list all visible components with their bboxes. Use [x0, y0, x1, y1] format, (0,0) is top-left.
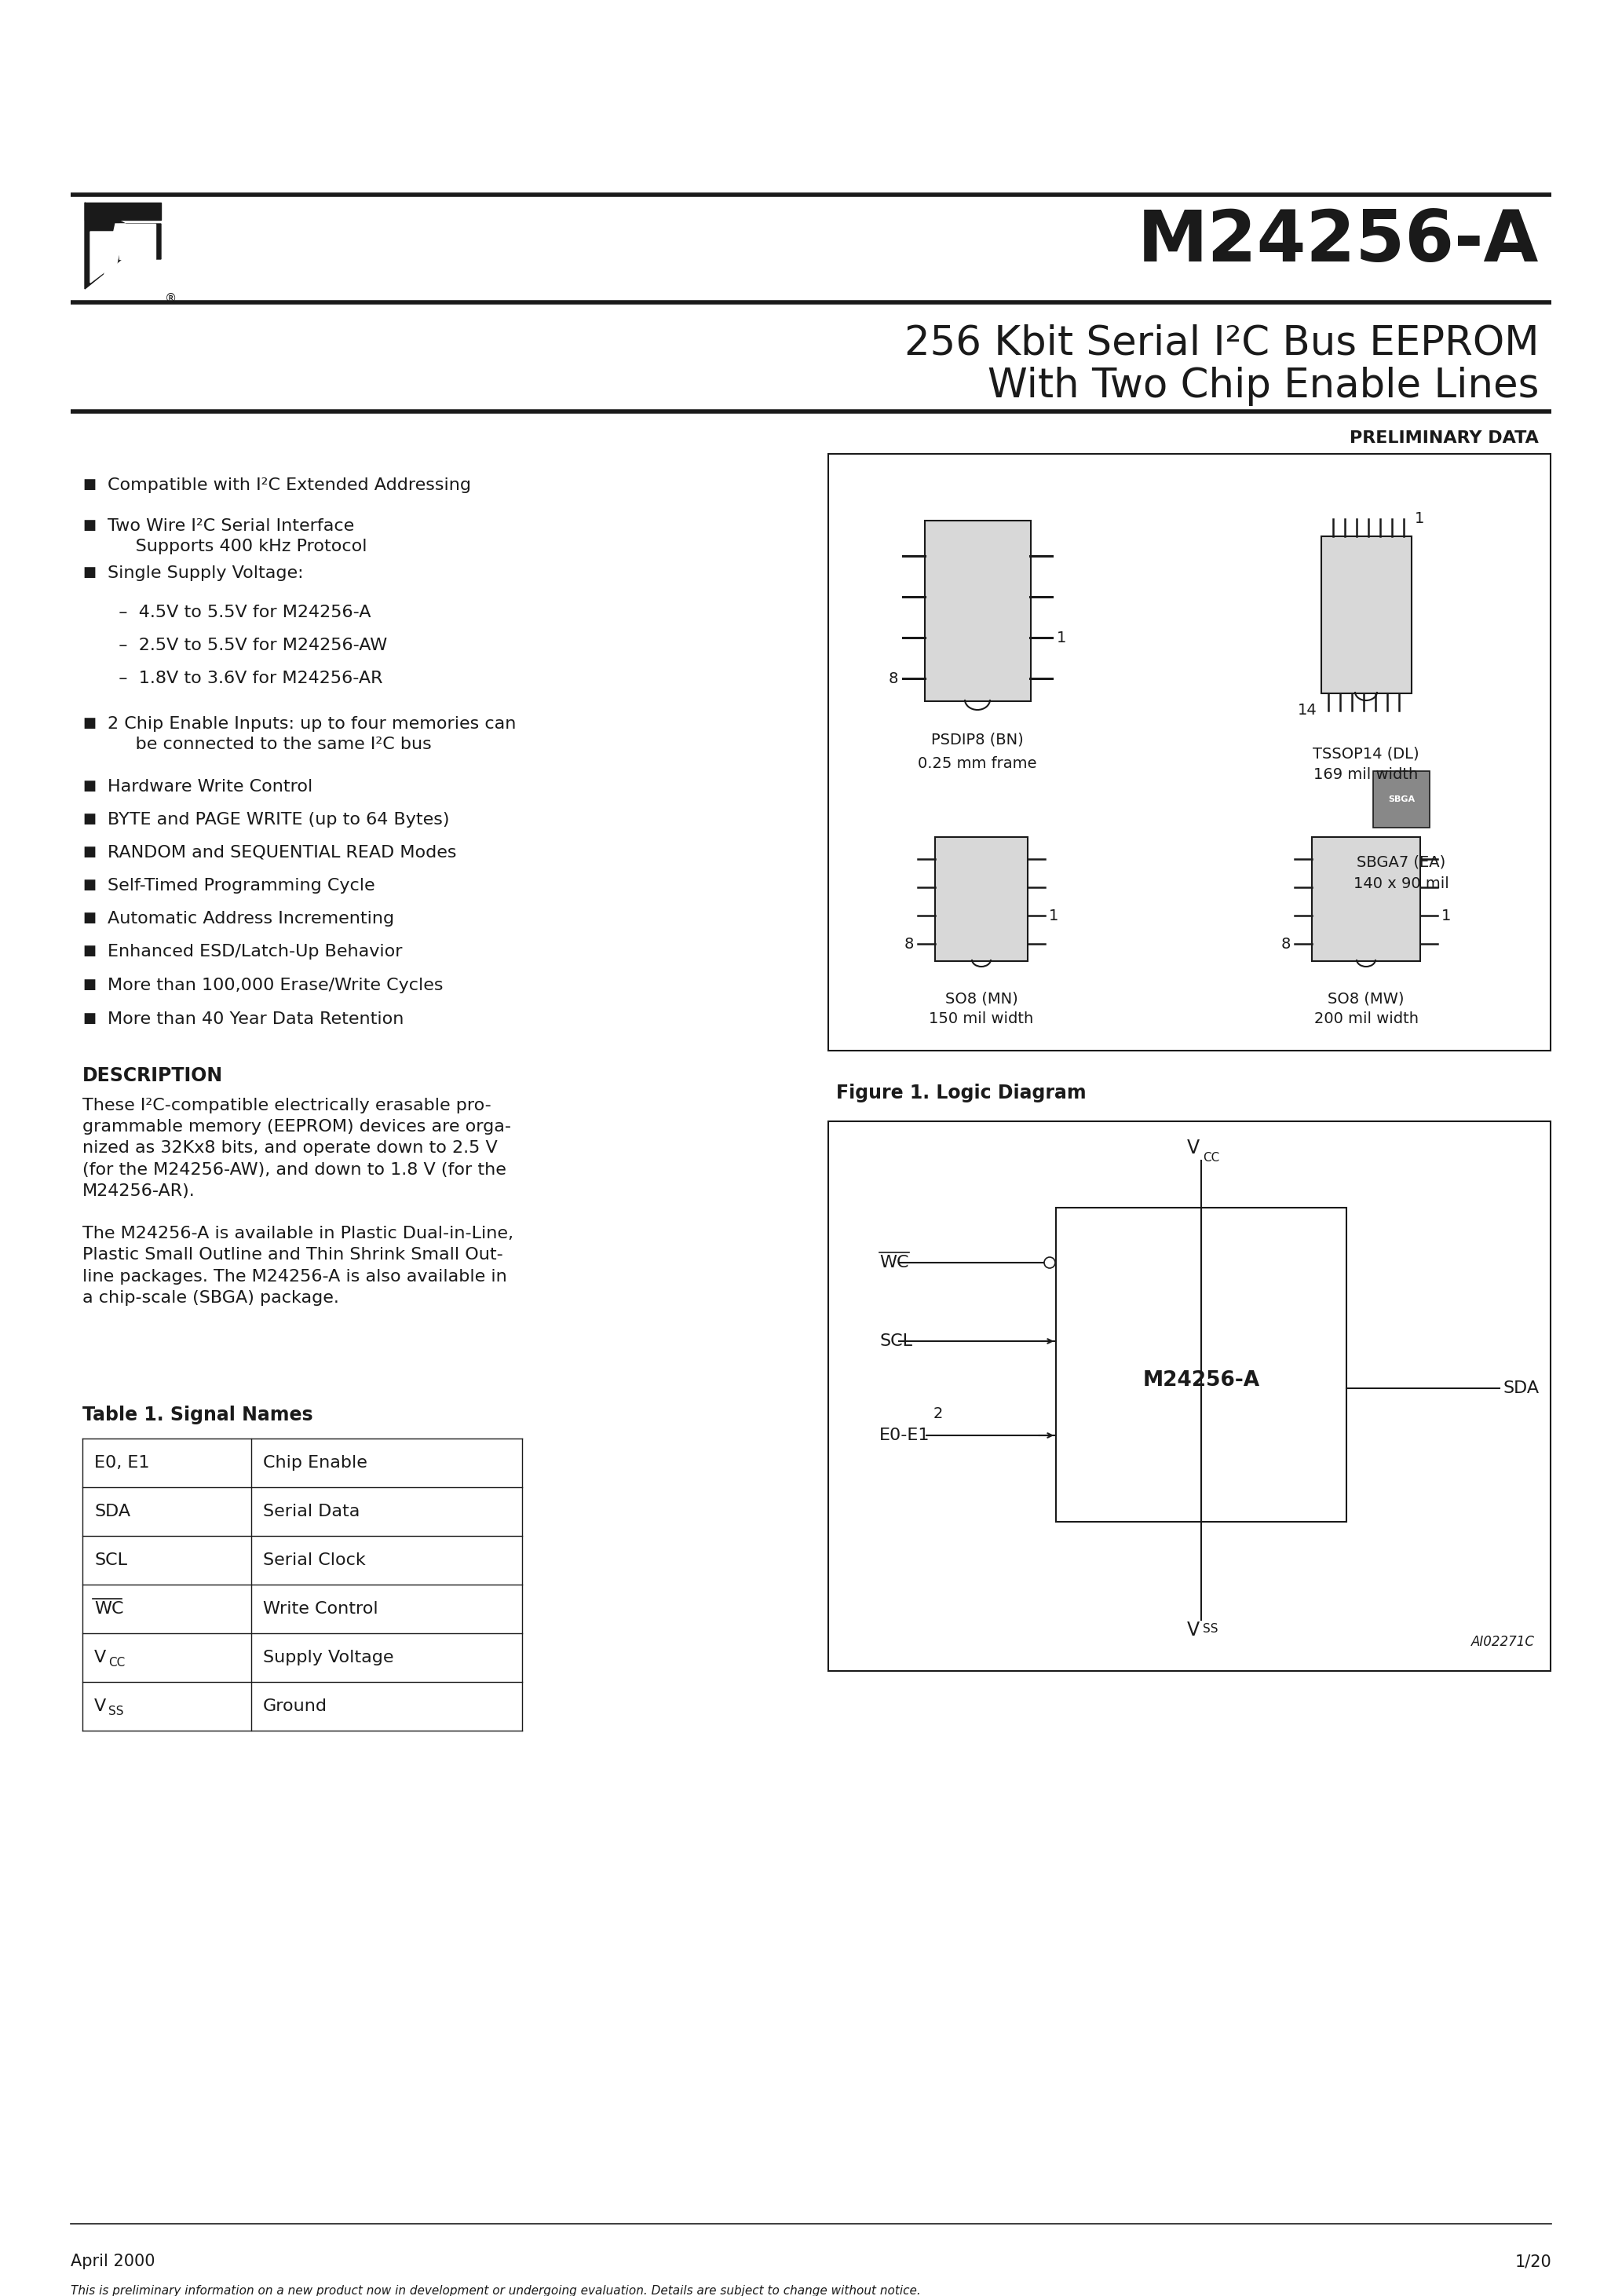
Text: V: V [94, 1699, 105, 1715]
Text: 150 mil width: 150 mil width [929, 1010, 1033, 1026]
Text: ®: ® [165, 294, 177, 305]
Text: April 2000: April 2000 [71, 2255, 156, 2268]
Bar [1374, 771, 1429, 827]
Polygon shape [91, 232, 117, 282]
Text: 2 Chip Enable Inputs: up to four memories can
     be connected to the same I²C : 2 Chip Enable Inputs: up to four memorie… [107, 716, 516, 753]
Text: SDA: SDA [94, 1504, 130, 1520]
Text: Two Wire I²C Serial Interface
     Supports 400 kHz Protocol: Two Wire I²C Serial Interface Supports 4… [107, 519, 367, 556]
Text: –  1.8V to 3.6V for M24256-AR: – 1.8V to 3.6V for M24256-AR [107, 670, 383, 687]
Bar [1312, 838, 1421, 962]
Circle shape [1045, 1258, 1056, 1267]
Text: BYTE and PAGE WRITE (up to 64 Bytes): BYTE and PAGE WRITE (up to 64 Bytes) [107, 813, 449, 827]
Text: This is preliminary information on a new product now in development or undergoin: This is preliminary information on a new… [71, 2285, 921, 2296]
Bar [1322, 537, 1411, 693]
Text: 1: 1 [1442, 909, 1452, 923]
Text: V: V [1187, 1621, 1200, 1639]
Text: –  2.5V to 5.5V for M24256-AW: – 2.5V to 5.5V for M24256-AW [107, 638, 388, 654]
Text: SCL: SCL [94, 1552, 127, 1568]
Text: SO8 (MN): SO8 (MN) [946, 992, 1017, 1006]
Text: 256 Kbit Serial I²C Bus EEPROM: 256 Kbit Serial I²C Bus EEPROM [903, 324, 1539, 363]
Text: ■: ■ [83, 1010, 96, 1026]
Text: ■: ■ [83, 478, 96, 491]
Text: V: V [1187, 1139, 1200, 1157]
Text: AI02271C: AI02271C [1471, 1635, 1534, 1649]
Text: ■: ■ [83, 978, 96, 992]
Text: Chip Enable: Chip Enable [263, 1456, 367, 1472]
Text: TSSOP14 (DL): TSSOP14 (DL) [1312, 746, 1419, 760]
Bar [1056, 1208, 1346, 1522]
Bar [925, 521, 1032, 700]
Text: ■: ■ [83, 944, 96, 957]
Polygon shape [84, 202, 161, 289]
Text: Write Control: Write Control [263, 1600, 378, 1616]
Text: 140 x 90 mil: 140 x 90 mil [1354, 877, 1448, 891]
Text: ■: ■ [83, 565, 96, 579]
Polygon shape [84, 202, 161, 220]
Text: ■: ■ [83, 813, 96, 827]
Text: Compatible with I²C Extended Addressing: Compatible with I²C Extended Addressing [107, 478, 470, 494]
Text: Supply Voltage: Supply Voltage [263, 1651, 394, 1665]
Text: ■: ■ [83, 877, 96, 893]
Text: E0, E1: E0, E1 [94, 1456, 149, 1472]
Text: Automatic Address Incrementing: Automatic Address Incrementing [107, 912, 394, 928]
Text: –  4.5V to 5.5V for M24256-A: – 4.5V to 5.5V for M24256-A [107, 604, 371, 620]
Text: ■: ■ [83, 519, 96, 533]
Text: 1/20: 1/20 [1515, 2255, 1551, 2268]
Text: Self-Timed Programming Cycle: Self-Timed Programming Cycle [107, 877, 375, 893]
Bar [829, 455, 1551, 1052]
Text: Enhanced ESD/Latch-Up Behavior: Enhanced ESD/Latch-Up Behavior [107, 944, 402, 960]
Text: More than 40 Year Data Retention: More than 40 Year Data Retention [107, 1010, 404, 1026]
Text: 0.25 mm frame: 0.25 mm frame [918, 755, 1036, 771]
Text: These I²C-compatible electrically erasable pro-
grammable memory (EEPROM) device: These I²C-compatible electrically erasab… [83, 1097, 514, 1306]
Text: RANDOM and SEQUENTIAL READ Modes: RANDOM and SEQUENTIAL READ Modes [107, 845, 456, 861]
Text: SCL: SCL [879, 1334, 912, 1350]
Text: SBGA: SBGA [1388, 794, 1414, 804]
Text: M24256-A: M24256-A [1137, 207, 1539, 276]
Text: SBGA7 (EA): SBGA7 (EA) [1358, 854, 1445, 870]
Text: E0-E1: E0-E1 [879, 1428, 929, 1444]
Text: ■: ■ [83, 845, 96, 859]
Text: Serial Clock: Serial Clock [263, 1552, 365, 1568]
Text: V: V [94, 1651, 105, 1665]
Text: SO8 (MW): SO8 (MW) [1328, 992, 1405, 1006]
Text: 14: 14 [1298, 703, 1317, 719]
Text: Ground: Ground [263, 1699, 328, 1715]
Text: SDA: SDA [1504, 1380, 1539, 1396]
Text: 1: 1 [1414, 512, 1424, 526]
Text: PRELIMINARY DATA: PRELIMINARY DATA [1350, 429, 1539, 445]
Text: 169 mil width: 169 mil width [1314, 767, 1418, 783]
Text: More than 100,000 Erase/Write Cycles: More than 100,000 Erase/Write Cycles [107, 978, 443, 994]
Text: CC: CC [1204, 1153, 1220, 1164]
Polygon shape [120, 223, 156, 259]
Text: 2: 2 [933, 1405, 942, 1421]
Text: WC: WC [879, 1256, 908, 1270]
Text: Table 1. Signal Names: Table 1. Signal Names [83, 1405, 313, 1424]
Polygon shape [102, 223, 125, 285]
Text: 200 mil width: 200 mil width [1314, 1010, 1418, 1026]
Text: ■: ■ [83, 912, 96, 925]
Text: ■: ■ [83, 716, 96, 730]
Text: 1: 1 [1058, 629, 1066, 645]
Text: 1: 1 [1049, 909, 1059, 923]
Text: Hardware Write Control: Hardware Write Control [107, 778, 313, 794]
Text: Single Supply Voltage:: Single Supply Voltage: [107, 565, 303, 581]
Text: Figure 1. Logic Diagram: Figure 1. Logic Diagram [835, 1084, 1087, 1102]
Text: SS: SS [1204, 1623, 1218, 1635]
Text: 8: 8 [889, 670, 899, 687]
Text: ■: ■ [83, 778, 96, 792]
Text: With Two Chip Enable Lines: With Two Chip Enable Lines [988, 367, 1539, 406]
Bar [934, 838, 1028, 962]
Text: 8: 8 [1281, 937, 1291, 951]
Text: Serial Data: Serial Data [263, 1504, 360, 1520]
Text: SS: SS [109, 1706, 123, 1717]
Text: M24256-A: M24256-A [1142, 1371, 1260, 1391]
Bar [829, 1120, 1551, 1671]
Text: 8: 8 [903, 937, 913, 951]
Text: DESCRIPTION: DESCRIPTION [83, 1065, 224, 1086]
Text: WC: WC [94, 1600, 123, 1616]
Text: CC: CC [109, 1655, 125, 1669]
Text: PSDIP8 (BN): PSDIP8 (BN) [931, 732, 1023, 748]
